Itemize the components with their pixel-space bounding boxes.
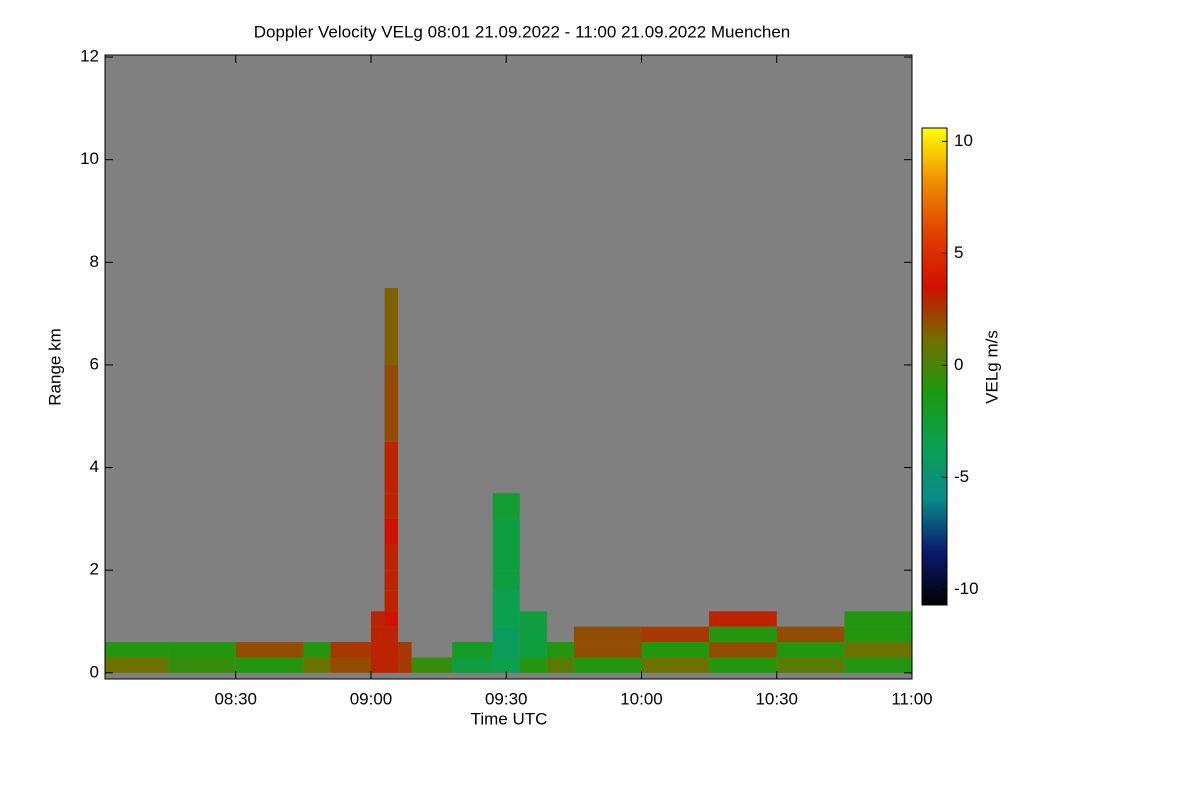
heat-cell	[384, 657, 399, 673]
y-tick-label: 8	[90, 252, 99, 271]
heat-cell	[844, 657, 912, 673]
heat-cell	[709, 657, 777, 673]
heat-cell	[398, 657, 412, 673]
y-tick-label: 10	[80, 149, 99, 168]
heat-cell	[384, 590, 399, 612]
y-tick-label: 4	[90, 457, 99, 476]
heat-cell	[384, 287, 399, 365]
x-tick-label: 11:00	[891, 689, 932, 708]
heat-cell	[452, 642, 493, 658]
x-tick-label: 08:30	[214, 689, 257, 708]
heat-cell	[492, 544, 520, 571]
heat-cell	[384, 544, 399, 571]
heat-cell	[641, 642, 710, 658]
colorbar-tick-label: 10	[954, 131, 973, 150]
heat-cell	[330, 657, 371, 673]
heat-cell	[546, 657, 574, 673]
heat-cell	[384, 642, 399, 658]
heat-cell	[844, 626, 912, 643]
heat-cell	[492, 570, 520, 591]
heat-cell	[492, 493, 520, 519]
plot-frame	[104, 54, 913, 680]
x-tick-label: 09:00	[350, 689, 393, 708]
heat-cell	[370, 642, 385, 658]
y-tick-label: 12	[80, 47, 99, 66]
heat-cell	[330, 642, 371, 658]
heat-cell	[844, 611, 912, 627]
heat-cell	[492, 518, 520, 545]
heat-cell	[492, 590, 520, 612]
y-tick-label: 0	[90, 662, 99, 681]
heat-cell	[641, 626, 710, 643]
heat-cell	[384, 493, 399, 519]
heat-cell	[384, 441, 399, 494]
heat-cell	[303, 642, 331, 658]
heat-cell	[776, 626, 845, 643]
heat-cell	[519, 626, 547, 643]
heat-cell	[492, 657, 520, 673]
colorbar-tick-label: 0	[954, 355, 963, 374]
heat-cell	[709, 626, 777, 643]
heat-cell	[492, 642, 520, 658]
heat-cell	[168, 642, 236, 658]
colorbar-tick-label: 5	[954, 243, 963, 262]
heat-cell	[235, 642, 304, 658]
x-tick-label: 10:00	[620, 689, 663, 708]
colorbar-tick-label: -5	[954, 467, 969, 486]
chart-title: Doppler Velocity VELg 08:01 21.09.2022 -…	[254, 22, 791, 41]
heat-cell	[384, 626, 399, 643]
x-tick-label: 10:30	[755, 689, 798, 708]
heat-cell	[492, 611, 520, 627]
heat-cell	[573, 626, 642, 643]
heat-cell	[776, 642, 845, 658]
heat-cell	[546, 642, 574, 658]
heat-cell	[370, 611, 385, 627]
heat-cell	[105, 657, 169, 673]
heat-cell	[573, 657, 642, 673]
x-axis-label: Time UTC	[471, 709, 548, 728]
y-tick-label: 6	[90, 354, 99, 373]
heat-cell	[370, 626, 385, 643]
colorbar	[921, 127, 948, 606]
heat-cell	[519, 611, 547, 627]
heat-cell	[384, 611, 399, 627]
heat-cell	[168, 657, 236, 673]
heat-cell	[776, 657, 845, 673]
x-tick-label: 09:30	[485, 689, 528, 708]
colorbar-tick-label: -10	[954, 579, 979, 598]
heat-cell	[844, 642, 912, 658]
y-axis-label: Range km	[45, 328, 64, 405]
heat-cell	[105, 642, 169, 658]
heat-cell	[709, 611, 777, 627]
heat-cell	[384, 518, 399, 545]
heat-cell	[303, 657, 331, 673]
heat-cell	[370, 657, 385, 673]
heat-cell	[492, 626, 520, 643]
heat-cell	[519, 642, 547, 658]
heat-cell	[641, 657, 710, 673]
heat-cell	[573, 642, 642, 658]
colorbar-label: VELg m/s	[982, 330, 1001, 404]
heat-cell	[235, 657, 304, 673]
heat-cell	[709, 642, 777, 658]
y-tick-label: 2	[90, 560, 99, 579]
heat-cell	[411, 657, 453, 673]
heat-cell	[384, 364, 399, 442]
heat-cell	[398, 642, 412, 658]
heat-cell	[384, 570, 399, 591]
heat-cell	[452, 657, 493, 673]
heat-cell	[519, 657, 547, 673]
